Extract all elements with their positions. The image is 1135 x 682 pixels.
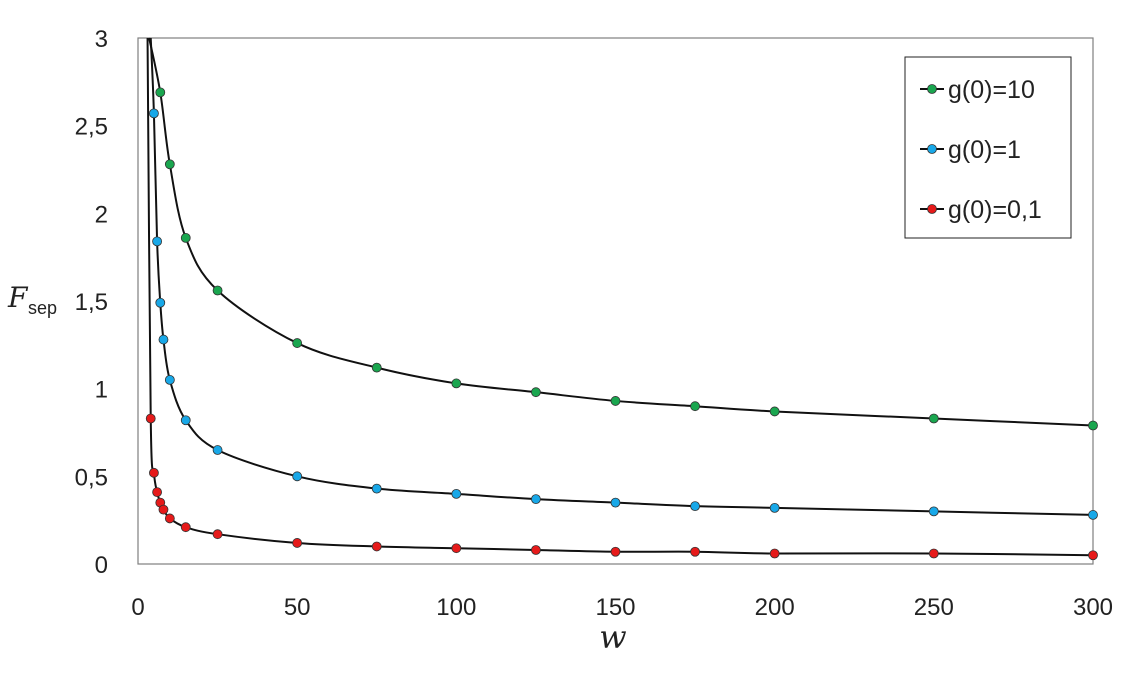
legend-label: g(0)=10: [948, 76, 1035, 104]
data-point: [371, 541, 382, 552]
series-line: [148, 37, 1094, 427]
data-point: [292, 338, 303, 348]
legend-marker: [927, 144, 937, 154]
data-point: [152, 236, 163, 247]
series-points: [145, 87, 1098, 561]
data-point: [1088, 420, 1098, 431]
data-point: [180, 415, 191, 426]
data-point: [531, 387, 541, 398]
data-point: [155, 297, 166, 308]
y-tick-labels: 0 0,5 1 1,5 2 2,5 3: [75, 26, 108, 579]
x-tick-label: 100: [436, 594, 476, 621]
data-point: [292, 471, 303, 482]
data-point: [212, 445, 223, 455]
data-point: [690, 546, 700, 557]
data-point: [212, 285, 223, 296]
y-tick-label: 3: [95, 26, 108, 53]
x-tick-label: 200: [755, 594, 795, 621]
data-point: [371, 362, 382, 373]
data-point: [928, 548, 939, 559]
data-point: [928, 506, 939, 517]
y-tick-label: 0: [95, 552, 108, 579]
y-tick-label: 1: [95, 377, 108, 404]
data-point: [610, 396, 621, 406]
data-point: [212, 529, 223, 540]
data-point: [690, 501, 700, 512]
data-point: [164, 374, 175, 385]
data-point: [690, 401, 700, 412]
x-tick-label: 250: [914, 594, 954, 621]
data-point: [610, 546, 621, 557]
data-point: [149, 108, 159, 119]
data-point: [152, 487, 163, 498]
y-tick-label: 0,5: [75, 464, 108, 491]
data-point: [451, 378, 462, 389]
data-point: [451, 488, 462, 499]
y-tick-label: 2: [95, 201, 108, 228]
x-tick-label: 50: [284, 594, 311, 621]
data-point: [769, 502, 780, 513]
data-point: [180, 232, 191, 243]
x-axis-label: w: [599, 618, 626, 656]
x-tick-labels: 0 50 100 150 200 250 300: [131, 594, 1113, 621]
legend-entry: g(0)=0,1: [920, 196, 1042, 224]
y-tick-label: 1,5: [75, 289, 108, 316]
data-point: [371, 483, 382, 494]
legend-entry: g(0)=10: [920, 76, 1035, 104]
data-point: [769, 406, 780, 417]
data-point: [155, 87, 166, 98]
data-point: [180, 522, 191, 533]
y-tick-label: 2,5: [75, 114, 108, 141]
svg-text:sep: sep: [28, 298, 57, 318]
legend-marker: [927, 204, 937, 214]
data-point: [531, 494, 541, 505]
data-point: [928, 413, 939, 424]
legend-label: g(0)=0,1: [948, 196, 1042, 224]
legend-marker: [927, 84, 937, 94]
legend-label: g(0)=1: [948, 136, 1021, 164]
data-point: [769, 548, 780, 559]
x-tick-label: 150: [595, 594, 635, 621]
data-point: [149, 467, 159, 478]
data-point: [145, 413, 156, 424]
x-tick-label: 300: [1073, 594, 1113, 621]
data-point: [1088, 550, 1098, 561]
data-point: [451, 543, 462, 554]
data-point: [610, 497, 621, 508]
data-point: [531, 545, 541, 555]
data-point: [158, 334, 169, 345]
data-point: [164, 159, 175, 170]
svg-text:F: F: [7, 281, 29, 314]
data-point: [1088, 510, 1098, 520]
y-axis-label: F sep: [7, 281, 57, 318]
x-tick-label: 0: [131, 594, 144, 621]
data-point: [292, 538, 303, 548]
data-point: [164, 513, 175, 524]
legend-entry: g(0)=1: [920, 136, 1021, 164]
legend: g(0)=10 g(0)=1 g(0)=0,1: [904, 56, 1072, 239]
data-point: [158, 504, 169, 515]
